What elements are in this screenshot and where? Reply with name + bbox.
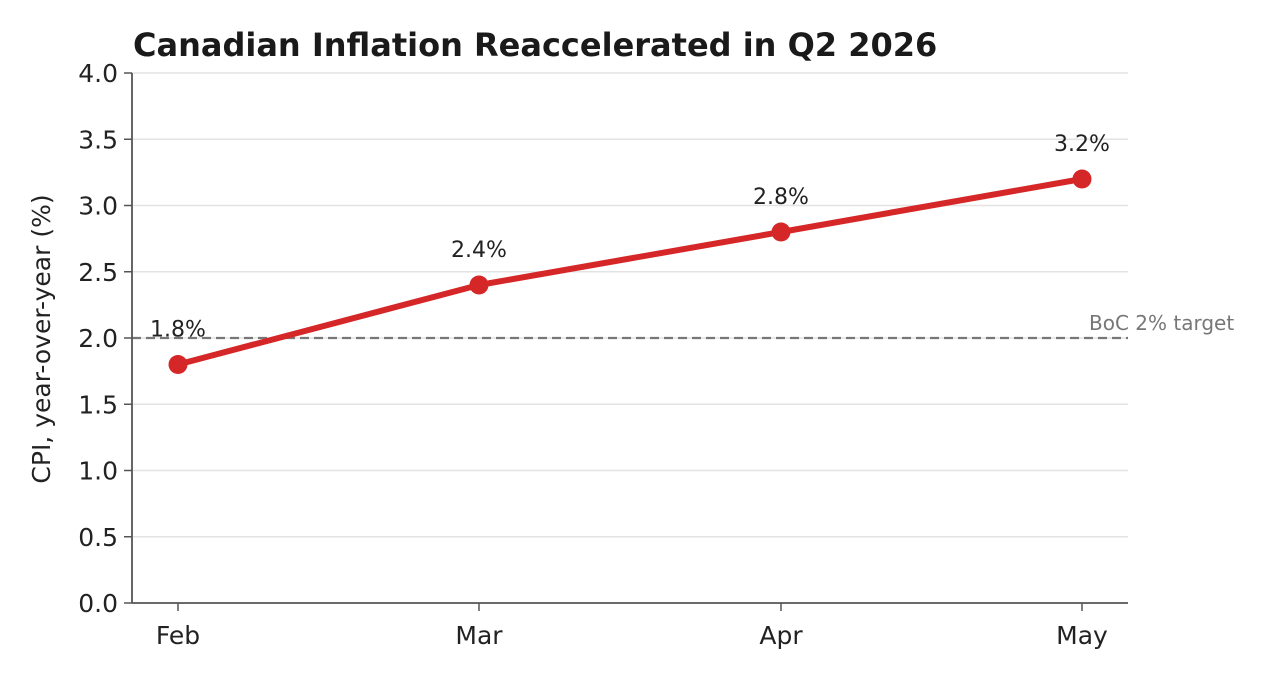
x-tick-label: Apr	[759, 621, 803, 650]
series-line	[175, 176, 1085, 368]
series-group	[168, 169, 1092, 374]
y-tick-label: 0.5	[78, 523, 118, 552]
data-label: 2.8%	[753, 185, 809, 210]
reference-line-group: BoC 2% target	[132, 311, 1234, 340]
y-axis-label: CPI, year-over-year (%)	[27, 194, 56, 483]
y-tick-label: 2.5	[78, 258, 118, 287]
data-point	[1072, 169, 1092, 189]
gridlines	[132, 72, 1128, 538]
axes: 0.0 0.5 1.0 1.5 2.0 2.5 3.0 3.5 4.0 Feb Mar Apr May	[78, 59, 1128, 650]
y-tick-label: 3.5	[78, 125, 118, 154]
y-tick-label: 0.0	[78, 589, 118, 618]
y-tick-label: 3.0	[78, 192, 118, 221]
y-tick-label: 1.5	[78, 390, 118, 419]
data-label: 3.2%	[1054, 132, 1110, 157]
x-tick-label: May	[1056, 621, 1108, 650]
x-tick-label: Mar	[455, 621, 503, 650]
data-label: 2.4%	[451, 238, 507, 263]
data-point	[771, 222, 791, 242]
y-tick-label: 1.0	[78, 457, 118, 486]
x-tick-label: Feb	[156, 621, 200, 650]
data-point	[469, 275, 489, 295]
data-labels: 1.8% 2.4% 2.8% 3.2%	[150, 132, 1110, 343]
data-label: 1.8%	[150, 318, 206, 343]
data-point	[168, 355, 188, 374]
target-reference-label: BoC 2% target	[1089, 311, 1234, 335]
chart-title: Canadian Inflation Reaccelerated in Q2 2…	[133, 26, 937, 64]
y-tick-label: 2.0	[78, 324, 118, 353]
y-tick-label: 4.0	[78, 59, 118, 88]
